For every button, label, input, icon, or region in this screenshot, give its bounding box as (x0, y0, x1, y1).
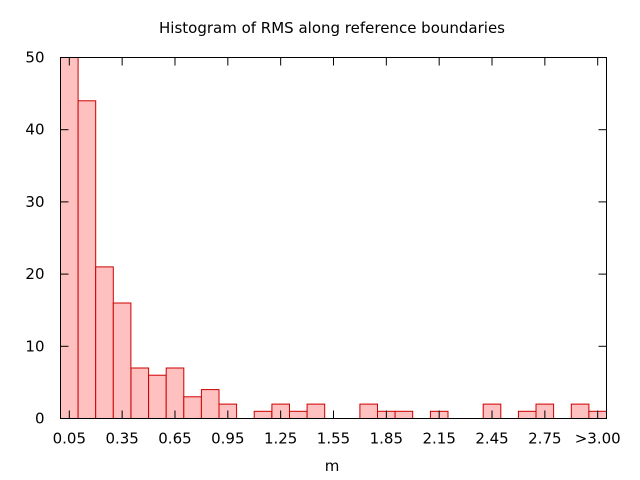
y-tick-label: 30 (25, 193, 44, 211)
ticks-group: 0 10 20 30 40 50 0.05 0.35 0.65 0.95 1.25 1.55 1.85 2… (25, 49, 620, 448)
x-tick-label: 0.35 (105, 430, 138, 448)
histogram-bar (306, 403, 326, 420)
histogram-bar (394, 410, 414, 419)
x-tick-label: 1.55 (317, 430, 350, 448)
y-tick-label: 40 (25, 121, 44, 139)
histogram-bar (95, 266, 114, 419)
histogram-bar (77, 100, 97, 420)
x-tick-label: 2.75 (528, 430, 561, 448)
y-tick-label: 10 (25, 337, 44, 355)
histogram-bar (289, 410, 308, 419)
x-tick-label: 0.65 (158, 430, 191, 448)
x-tick-label: 0.95 (211, 430, 244, 448)
x-tick-label: 2.45 (475, 430, 508, 448)
x-axis-label: m (325, 457, 340, 475)
x-tick-label: 1.25 (264, 430, 297, 448)
bars-group (60, 57, 608, 420)
histogram-bar (183, 396, 202, 419)
y-tick-label: 50 (25, 49, 44, 67)
y-tick-label: 20 (25, 265, 44, 283)
histogram-bar (148, 374, 167, 420)
x-tick-label: 2.15 (422, 430, 455, 448)
histogram-bar (570, 403, 590, 420)
histogram-bar (130, 367, 150, 419)
plot-frame (60, 57, 607, 419)
chart-title: Histogram of RMS along reference boundar… (159, 19, 505, 37)
x-tick-label: 1.85 (370, 430, 403, 448)
histogram-bar (60, 57, 79, 419)
histogram-bar (517, 410, 537, 419)
x-tick-label: 0.05 (53, 430, 86, 448)
histogram-bar (112, 302, 132, 419)
histogram-bar (253, 410, 273, 419)
y-tick-label: 0 (35, 410, 45, 428)
histogram-bar (359, 403, 378, 420)
histogram-bar (200, 389, 220, 420)
x-tick-label: >3.00 (575, 430, 621, 448)
